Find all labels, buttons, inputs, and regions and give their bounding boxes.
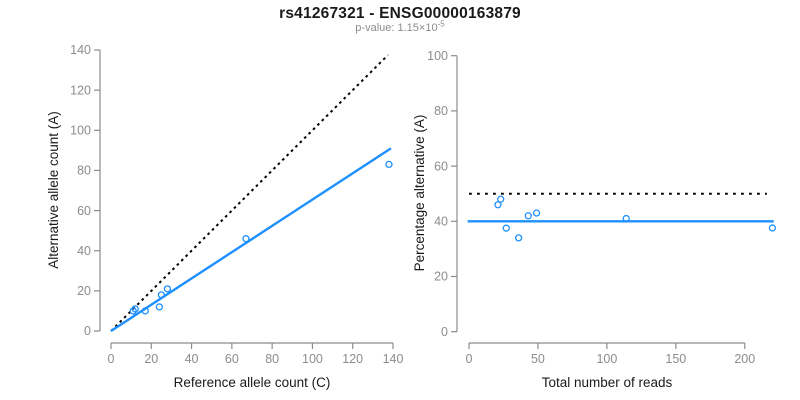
x-tick-label: 40 [185,352,199,366]
x-tick-label: 20 [144,352,158,366]
data-point [532,209,541,217]
data-point [768,224,777,232]
y-tick-label: 80 [434,104,448,118]
y-axis-title: Percentage alternative (A) [412,115,427,272]
y-axis-title: Alternative allele count (A) [46,111,61,269]
x-tick-label: 50 [531,352,545,366]
y-tick-label: 140 [70,43,91,57]
y-tick-label: 0 [84,324,91,338]
data-point [129,307,137,315]
percentage-plot: 0 20 40 60 80 100 0 50 100 150 200 Total number of … [412,49,777,390]
allele-counts-plot: 0 20 40 60 80 100 120 140 0 20 40 60 80 100 120 140 Refe… [46,43,403,390]
data-point [514,234,523,242]
y-tick-label: 40 [434,215,448,229]
data-point [242,235,250,243]
data-point [141,307,149,315]
y-tick-label: 20 [434,270,448,284]
x-tick-label: 0 [466,352,473,366]
y-tick-label: 100 [427,49,448,63]
data-point [163,285,172,293]
x-tick-label: 120 [342,352,363,366]
data-point [497,195,505,203]
y-tick-label: 120 [70,83,91,97]
y-tick-label: 60 [434,159,448,173]
y-tick-label: 60 [77,204,91,218]
p-value-text: p-value: 1.15×10 [355,22,438,34]
x-tick-label: 100 [596,352,617,366]
data-point [385,160,393,169]
x-tick-label: 100 [302,352,323,366]
y-tick-label: 0 [441,325,448,339]
p-value-subtitle: p-value: 1.15×10-5 [0,19,800,34]
data-point [524,212,532,220]
data-point [155,303,163,311]
data-point [131,305,139,313]
y-tick-label: 20 [77,284,91,298]
x-axis-title: Total number of reads [542,375,673,390]
x-tick-label: 60 [225,352,239,366]
data-point [502,224,510,232]
p-value-exponent: -5 [437,19,445,29]
y-tick-label: 40 [77,244,91,258]
x-tick-label: 0 [108,352,115,366]
data-point [157,291,166,299]
x-axis-title: Reference allele count (C) [174,375,331,390]
identity-line [110,54,389,332]
data-point [622,214,630,223]
y-tick-label: 80 [77,164,91,178]
chart-title: rs41267321 - ENSG00000163879 [279,5,521,22]
x-tick-label: 200 [734,352,755,366]
x-tick-label: 140 [383,352,404,366]
x-tick-label: 150 [665,352,686,366]
y-tick-label: 100 [70,123,91,137]
data-point [494,201,502,209]
fit-line [110,147,392,333]
x-tick-label: 80 [265,352,279,366]
